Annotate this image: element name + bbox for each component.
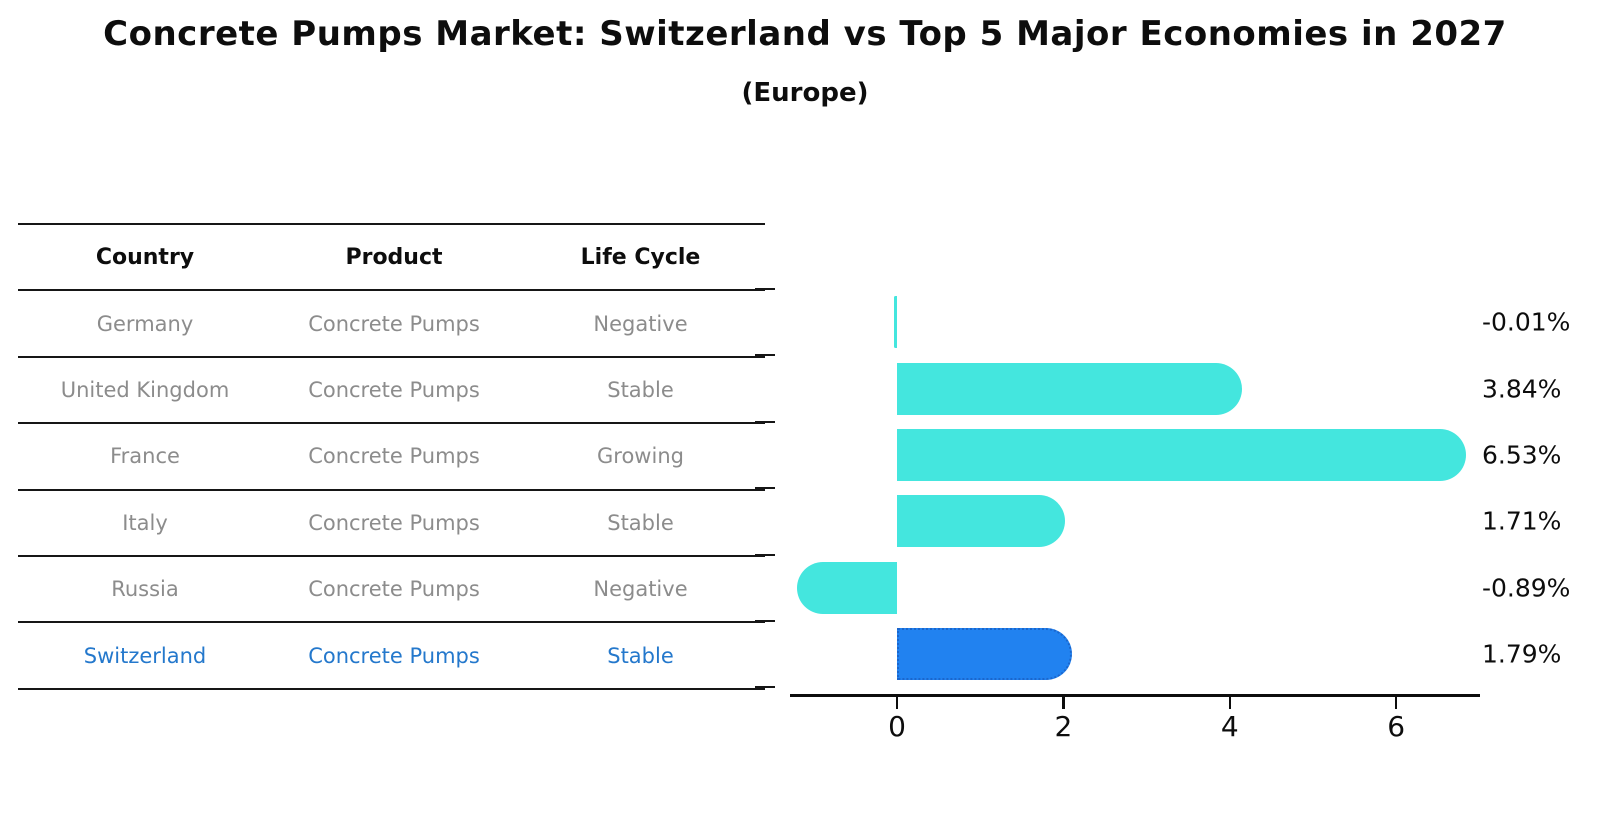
x-axis-line	[790, 694, 1480, 697]
value-label-united-kingdom: 3.84%	[1482, 374, 1562, 404]
bar-germany	[894, 296, 897, 349]
cell-country: Italy	[122, 510, 168, 535]
bar-united-kingdom	[897, 362, 1243, 415]
x-tick	[895, 697, 899, 709]
table-header-row: Country Product Life Cycle	[18, 225, 765, 292]
x-tick	[1062, 697, 1065, 709]
cell-life-cycle: Negative	[593, 311, 688, 336]
column-header-country: Country	[95, 244, 195, 270]
cell-product: Concrete Pumps	[308, 444, 480, 469]
x-tick-label: 4	[1220, 710, 1239, 743]
x-tick-label: 6	[1387, 710, 1406, 743]
column-header-life-cycle: Life Cycle	[580, 244, 701, 270]
table-row: Russia Concrete Pumps Negative	[18, 557, 765, 624]
x-tick-label: 0	[888, 710, 906, 743]
bar-russia	[796, 561, 897, 614]
table-row-switzerland: Switzerland Concrete Pumps Stable	[18, 623, 765, 690]
cell-country: Germany	[96, 311, 194, 336]
column-header-product: Product	[345, 244, 443, 270]
cell-life-cycle: Stable	[607, 510, 674, 535]
table-row: Italy Concrete Pumps Stable	[18, 491, 765, 557]
chart-title: Concrete Pumps Market: Switzerland vs To…	[103, 14, 1507, 54]
value-label-russia: -0.89%	[1482, 573, 1571, 603]
cell-life-cycle: Growing	[597, 444, 684, 469]
cell-product: Concrete Pumps	[308, 510, 480, 535]
table-row: Germany Concrete Pumps Negative	[18, 291, 765, 358]
cell-country: Switzerland	[83, 643, 207, 668]
cell-product: Concrete Pumps	[308, 643, 480, 668]
x-tick	[1228, 697, 1232, 709]
table-row: France Concrete Pumps Growing	[18, 424, 765, 491]
chart-subtitle: (Europe)	[741, 78, 869, 108]
cell-product: Concrete Pumps	[308, 377, 480, 402]
cell-product: Concrete Pumps	[308, 311, 480, 336]
x-tick	[1394, 697, 1398, 709]
cell-life-cycle: Stable	[607, 643, 674, 668]
cell-life-cycle: Stable	[607, 377, 674, 402]
country-table: Country Product Life Cycle Germany Concr…	[18, 223, 765, 690]
bar-france	[897, 429, 1467, 481]
cell-country: Russia	[111, 577, 179, 602]
table-row: United Kingdom Concrete Pumps Stable	[18, 358, 765, 425]
value-label-france: 6.53%	[1482, 440, 1562, 470]
bar-switzerland	[897, 628, 1072, 681]
cell-life-cycle: Negative	[593, 577, 688, 602]
x-tick-label: 2	[1054, 710, 1073, 743]
value-label-italy: 1.71%	[1482, 506, 1562, 536]
cell-country: United Kingdom	[60, 377, 230, 402]
value-label-switzerland: 1.79%	[1482, 639, 1562, 669]
cell-country: France	[110, 444, 180, 469]
bar-italy	[897, 495, 1066, 548]
value-label-germany: -0.01%	[1482, 307, 1571, 337]
cell-product: Concrete Pumps	[308, 577, 480, 602]
